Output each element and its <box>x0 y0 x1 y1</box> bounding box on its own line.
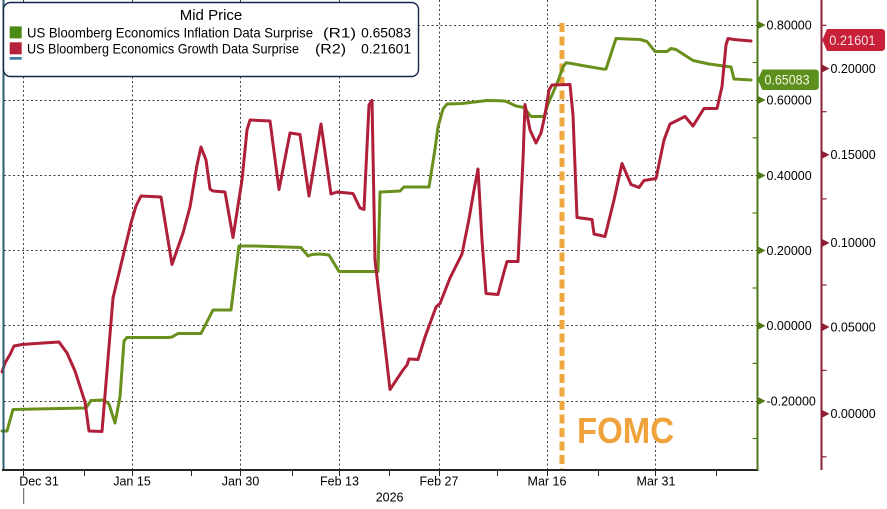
svg-text:FOMC: FOMC <box>577 410 674 451</box>
svg-text:(R2): (R2) <box>315 42 346 57</box>
svg-text:0.10000: 0.10000 <box>831 236 876 250</box>
svg-text:0.40000: 0.40000 <box>767 169 812 183</box>
svg-text:Mar 16: Mar 16 <box>528 475 567 489</box>
svg-text:US Bloomberg Economics Inflati: US Bloomberg Economics Inflation Data Su… <box>27 25 313 40</box>
svg-text:Mid Price: Mid Price <box>180 7 243 24</box>
svg-text:0.65083: 0.65083 <box>765 72 810 87</box>
svg-text:Jan 15: Jan 15 <box>113 475 151 489</box>
svg-text:0.15000: 0.15000 <box>831 148 876 162</box>
svg-text:(R1): (R1) <box>323 25 356 40</box>
svg-text:0.05000: 0.05000 <box>831 320 876 334</box>
svg-text:0.20000: 0.20000 <box>767 244 812 258</box>
svg-text:2026: 2026 <box>376 491 404 505</box>
svg-text:0.65083: 0.65083 <box>361 25 411 40</box>
svg-text:0.21601: 0.21601 <box>829 33 875 48</box>
svg-text:Feb 13: Feb 13 <box>320 475 359 489</box>
svg-text:Mar 31: Mar 31 <box>637 475 676 489</box>
svg-text:Jan 30: Jan 30 <box>222 475 260 489</box>
svg-text:0.21601: 0.21601 <box>361 42 411 57</box>
svg-text:0.00000: 0.00000 <box>831 407 876 421</box>
svg-text:0.60000: 0.60000 <box>767 93 812 107</box>
svg-text:Dec 31: Dec 31 <box>19 475 59 489</box>
svg-text:-0.20000: -0.20000 <box>767 394 816 408</box>
svg-text:0.80000: 0.80000 <box>767 18 812 32</box>
svg-text:0.20000: 0.20000 <box>831 62 876 76</box>
svg-text:US Bloomberg Economics Growth: US Bloomberg Economics Growth Data Surpr… <box>27 42 299 57</box>
svg-text:0.00000: 0.00000 <box>767 319 812 333</box>
svg-text:Feb 27: Feb 27 <box>420 475 459 489</box>
